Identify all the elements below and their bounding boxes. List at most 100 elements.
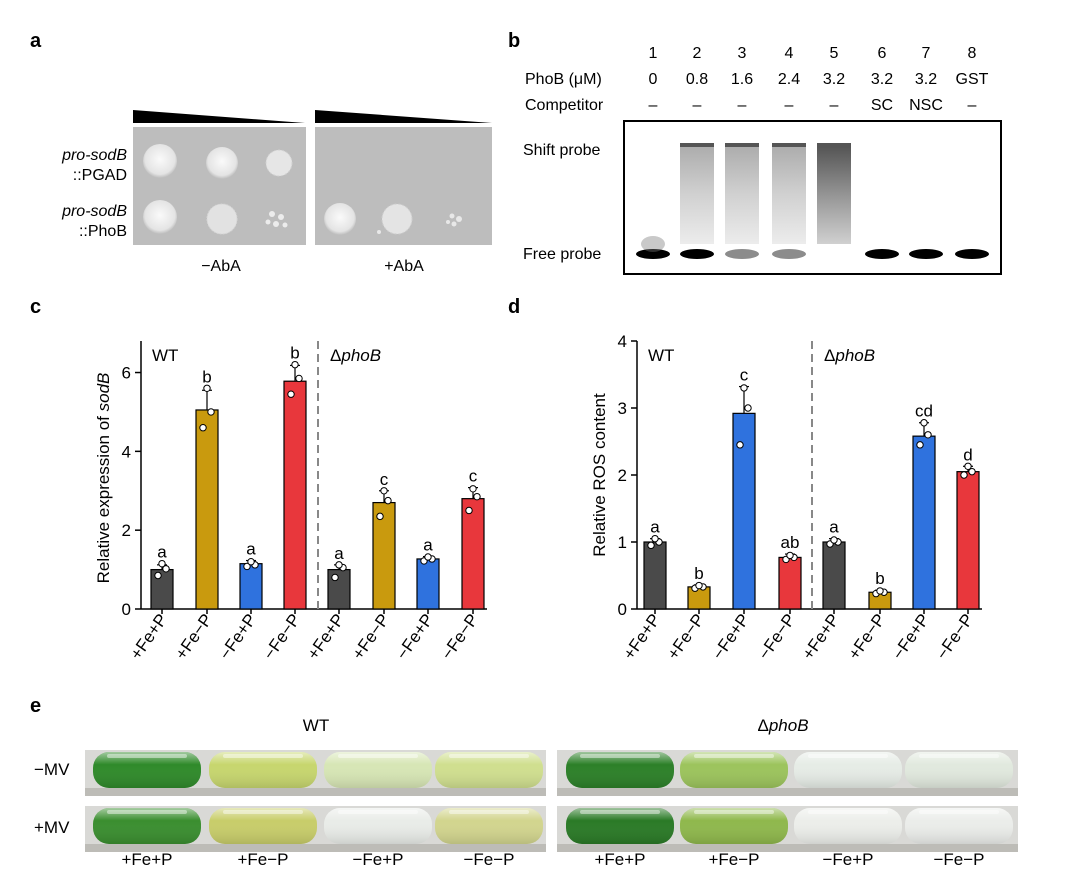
dilution-wedge-plus-aba	[315, 110, 492, 123]
x-tick-label: +Fe−P	[171, 610, 216, 663]
competitor-value: –	[968, 97, 977, 114]
dilution-wedge-minus-aba	[133, 110, 305, 123]
shift-smear	[725, 144, 759, 244]
data-point	[291, 360, 299, 369]
free-probe-band	[955, 249, 989, 259]
data-point	[469, 485, 477, 493]
group-label-phob: ΔphoB	[824, 346, 875, 365]
colony-phob-minus-3	[265, 211, 288, 228]
condition-plus-aba: +AbA	[384, 258, 424, 275]
chart-c-ylabel: Relative expression of sodB	[94, 373, 113, 584]
phob-concentration: 3.2	[871, 71, 893, 88]
condition-minus-aba: −AbA	[201, 258, 241, 275]
shift-smear	[772, 144, 806, 244]
shift-smear	[817, 144, 851, 244]
lane-number: 3	[738, 45, 747, 62]
culture-flask-shine	[93, 752, 201, 788]
bar	[283, 380, 307, 610]
colony-phob-plus-speck	[377, 230, 381, 234]
data-point	[924, 431, 932, 439]
group-label-wt: WT	[152, 346, 178, 365]
data-point	[964, 462, 972, 470]
data-point	[744, 404, 752, 412]
culture-condition-label: −Fe−P	[933, 850, 984, 869]
data-point	[736, 441, 744, 449]
bar	[195, 409, 219, 610]
group-label-phob-delta: Δ	[824, 346, 835, 365]
significance-letter: c	[740, 366, 749, 385]
culture-tray-shadow	[557, 788, 1018, 796]
bar	[327, 568, 351, 610]
culture-flask-shine	[680, 752, 788, 788]
bar	[643, 541, 667, 610]
data-point	[647, 541, 655, 550]
phob-row-label: PhoB (μM)	[525, 71, 602, 88]
culture-flask-rim	[580, 754, 660, 758]
data-point	[786, 551, 794, 560]
bar	[778, 556, 802, 610]
culture-tray-shadow	[85, 788, 546, 796]
group-label-phob-gene: phoB	[340, 346, 381, 365]
lane-number: 6	[878, 45, 887, 62]
bar	[956, 471, 980, 610]
emsa-bands	[636, 143, 989, 259]
bar	[732, 412, 756, 610]
competitor-value: NSC	[909, 97, 943, 114]
culture-condition-label: +Fe+P	[121, 850, 172, 869]
free-probe-band	[636, 249, 670, 259]
colony-pgad-minus-3	[265, 149, 293, 177]
colony-phob-minus-2	[206, 203, 238, 235]
strain-title-phob: ΔphoB	[757, 716, 808, 735]
competitor-value: –	[738, 97, 747, 114]
culture-condition-label: −Fe−P	[463, 850, 514, 869]
culture-flask-shine	[566, 752, 674, 788]
data-point	[916, 441, 924, 449]
significance-letter: ab	[781, 533, 800, 552]
panel-label-a: a	[30, 30, 42, 52]
data-point	[380, 487, 388, 495]
row-label-minus-mv: −MV	[34, 760, 70, 779]
culture-flask-shine	[566, 808, 674, 844]
competitor-value: –	[830, 97, 839, 114]
bar	[461, 498, 485, 610]
data-point	[424, 553, 432, 561]
bar	[239, 563, 263, 610]
panel-b: b PhoB (μM) Competitor 1 0 – 2 0.8 – 3 1.6 – 4 2.4…	[508, 30, 1002, 275]
y-tick-label: 2	[618, 466, 627, 485]
y-tick-label: 4	[122, 442, 131, 461]
culture-flask-rim	[919, 810, 999, 814]
group-label-phob: ΔphoB	[330, 346, 381, 365]
bar	[912, 435, 936, 610]
group-label-wt: WT	[648, 346, 674, 365]
chart-expression: 0 2 4 6 WT ΔphoB a +Fe+P b +Fe−P a −Fe+P b −Fe−P a +Fe+…	[122, 341, 487, 663]
colony-phob-minus-1	[143, 200, 177, 234]
culture-flask-rim	[694, 754, 774, 758]
culture-condition-labels: +Fe+P +Fe−P −Fe+P −Fe−P +Fe+P +Fe−P −Fe+P −Fe−P	[121, 850, 984, 869]
shift-band	[772, 143, 806, 147]
x-tick-label: −Fe−P	[932, 610, 977, 663]
phob-concentration: 3.2	[915, 71, 937, 88]
panel-label-c: c	[30, 296, 41, 318]
culture-flask-rim	[107, 754, 187, 758]
panel-label-d: d	[508, 296, 520, 318]
free-probe-band	[772, 249, 806, 259]
panel-a: a pro-sodB ::PGAD pro-sodB ::PhoB −AbA +…	[30, 30, 492, 275]
data-point	[465, 506, 473, 515]
significance-letter: b	[694, 564, 703, 583]
data-point	[207, 408, 215, 416]
row-label-plus-mv: +MV	[34, 818, 70, 837]
shift-smear	[680, 144, 714, 244]
culture-flask-rim	[223, 754, 303, 758]
data-point	[651, 534, 659, 543]
panel-label-b: b	[508, 30, 520, 52]
culture-flask-rim	[223, 810, 303, 814]
significance-letter: c	[469, 467, 478, 486]
competitor-value: SC	[871, 97, 893, 114]
culture-flask-shine	[324, 752, 432, 788]
competitor-value: –	[693, 97, 702, 114]
culture-condition-label: +Fe−P	[237, 850, 288, 869]
emsa-lane-headers: 1 0 – 2 0.8 – 3 1.6 – 4 2.4 – 5 3.2 – 6 3.2 SC 7 3.2 NSC 8 GST…	[649, 45, 989, 114]
free-probe-halo	[641, 236, 665, 252]
data-point	[960, 471, 968, 479]
data-point	[695, 581, 703, 590]
